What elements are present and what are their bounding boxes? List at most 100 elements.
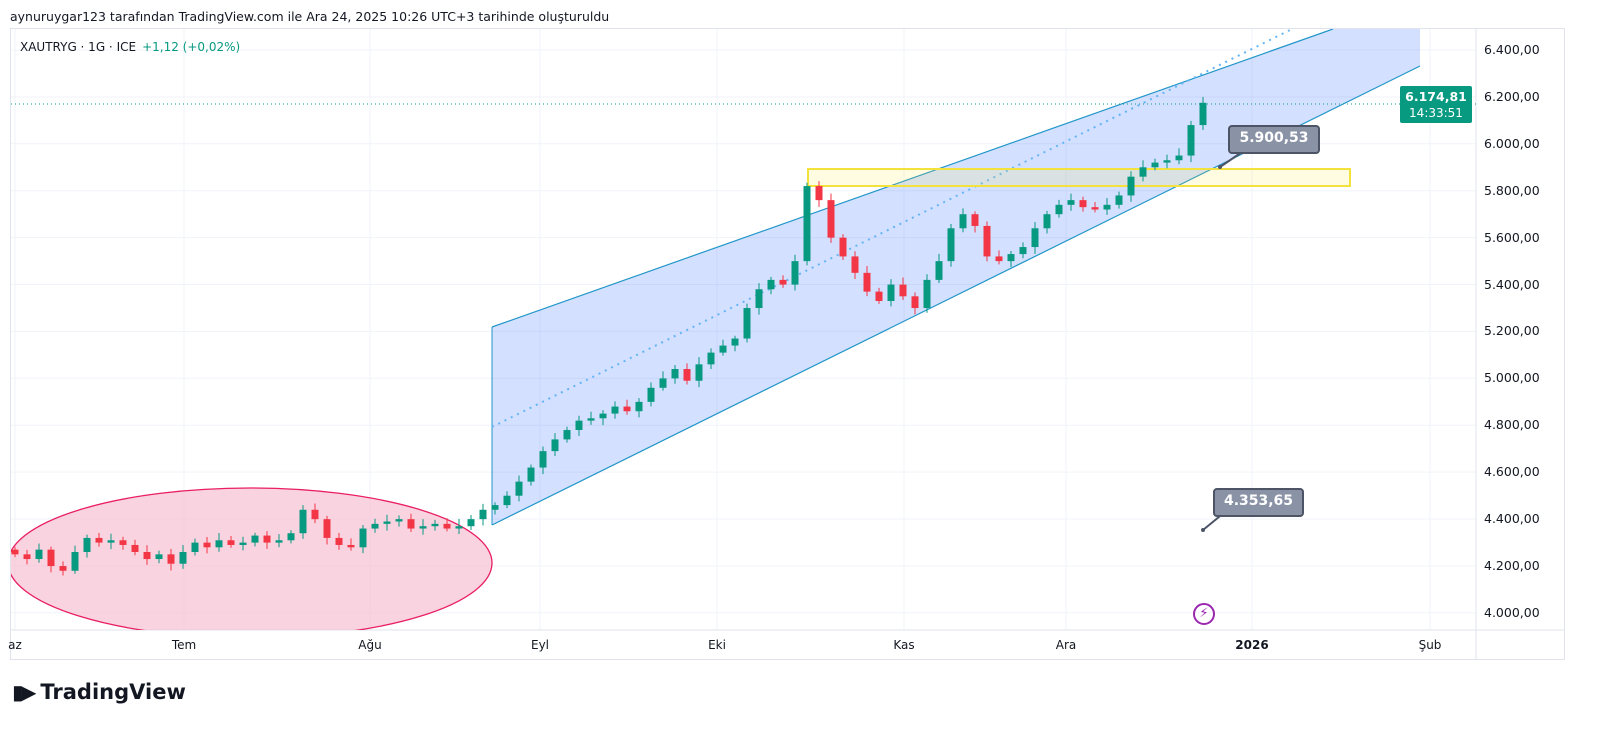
candle-body: [695, 364, 703, 381]
price-tick: 6.200,00: [1484, 88, 1540, 104]
candle-body: [11, 549, 19, 555]
candle-body: [755, 289, 763, 309]
candle-body: [767, 279, 775, 290]
candle-body: [1199, 102, 1207, 126]
last-price-label: 6.174,81 14:33:51: [1400, 86, 1472, 123]
candle-body: [119, 540, 127, 545]
candle-body: [911, 296, 919, 309]
candle-body: [995, 256, 1003, 262]
candle-body: [359, 528, 367, 548]
channel-upper-line[interactable]: [491, 29, 1334, 328]
price-tick: 5.400,00: [1484, 276, 1540, 292]
support-zone-rect[interactable]: [807, 168, 1351, 187]
candles: [11, 96, 1207, 576]
candle-body: [575, 420, 583, 431]
candle-body: [827, 200, 835, 238]
candle-body: [887, 284, 895, 302]
candle-body: [623, 406, 631, 412]
symbol-info: XAUTRYG · 1G · ICE: [20, 40, 137, 54]
price-tick: 4.000,00: [1484, 604, 1540, 620]
time-tick: Eyl: [530, 638, 550, 652]
candle-body: [179, 552, 187, 564]
candle-body: [959, 214, 967, 229]
candle-body: [935, 261, 943, 280]
candle-body: [743, 308, 751, 339]
candle-body: [1079, 200, 1087, 208]
candle-body: [611, 406, 619, 414]
price-tick: 4.200,00: [1484, 557, 1540, 573]
candle-body: [671, 369, 679, 379]
grid: [11, 29, 1476, 630]
candle-body: [215, 540, 223, 548]
price-tick: 5.200,00: [1484, 323, 1540, 339]
price-callout-lower[interactable]: 4.353,65: [1213, 488, 1304, 517]
candle-body: [299, 509, 307, 534]
candle-body: [347, 544, 355, 548]
price-tick: 4.600,00: [1484, 464, 1540, 480]
candle-body: [323, 519, 331, 538]
tradingview-logo[interactable]: ▮▶ TradingView: [12, 680, 186, 704]
time-tick: az: [8, 638, 22, 652]
bar-countdown: 14:33:51: [1409, 106, 1463, 120]
candle-body: [419, 526, 427, 529]
candle-body: [227, 540, 235, 545]
channel-midline: [491, 29, 1293, 428]
symbol-legend[interactable]: XAUTRYG · 1G · ICE +1,12 (+0,02%): [20, 40, 240, 54]
candle-body: [371, 523, 379, 529]
candle-body: [1091, 207, 1099, 210]
candle-body: [851, 256, 859, 273]
candle-body: [839, 237, 847, 257]
price-tick: 4.800,00: [1484, 417, 1540, 433]
callout-anchor-upper: [1218, 165, 1222, 169]
candle-body: [395, 519, 403, 522]
price-callout-upper[interactable]: 5.900,53: [1228, 125, 1320, 154]
candle-body: [407, 519, 415, 529]
candle-body: [803, 186, 811, 262]
candle-body: [455, 526, 463, 529]
price-tick: 5.600,00: [1484, 229, 1540, 245]
candle-body: [263, 535, 271, 543]
candle-body: [707, 352, 715, 365]
parallel-channel[interactable]: [492, 29, 1420, 525]
candle-body: [731, 338, 739, 346]
candle-body: [251, 535, 259, 543]
price-change: +1,12 (+0,02%): [142, 40, 241, 54]
candle-body: [1175, 155, 1183, 161]
candle-body: [779, 279, 787, 285]
candle-body: [1103, 204, 1111, 210]
candle-body: [1163, 160, 1171, 163]
candle-body: [443, 523, 451, 529]
candle-body: [659, 378, 667, 388]
lightning-icon[interactable]: ⚡: [1193, 603, 1215, 625]
candle-body: [467, 519, 475, 527]
time-tick: Şub: [1418, 638, 1442, 652]
tv-logo-icon: ▮▶: [12, 680, 36, 704]
highlight-ellipse[interactable]: [8, 487, 493, 638]
candle-body: [107, 540, 115, 543]
candle-body: [947, 228, 955, 262]
candle-body: [275, 540, 283, 543]
candle-body: [239, 542, 247, 545]
chart-attribution: aynuruygar123 tarafından TradingView.com…: [10, 9, 610, 24]
candle-body: [647, 387, 655, 402]
candle-body: [539, 451, 547, 468]
callout-anchor-lower: [1201, 528, 1205, 532]
price-tick: 5.000,00: [1484, 370, 1540, 386]
candle-body: [95, 537, 103, 543]
candle-body: [815, 186, 823, 201]
candle-body: [131, 544, 139, 553]
candle-body: [1139, 167, 1147, 177]
candle-body: [23, 554, 31, 560]
candle-body: [1043, 214, 1051, 229]
candle-body: [311, 509, 319, 520]
candle-body: [515, 481, 523, 496]
candle-body: [503, 495, 511, 506]
candle-body: [527, 467, 535, 482]
candle-body: [491, 505, 499, 510]
candle-body: [635, 401, 643, 412]
candle-body: [143, 552, 151, 560]
price-tick: 5.800,00: [1484, 182, 1540, 198]
candle-body: [923, 279, 931, 309]
candle-body: [431, 523, 439, 527]
